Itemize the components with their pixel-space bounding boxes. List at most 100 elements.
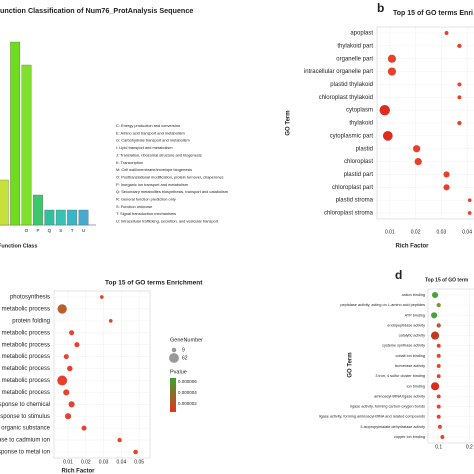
point bbox=[414, 157, 422, 166]
point bbox=[457, 82, 462, 87]
x-tick-label: U bbox=[82, 228, 85, 233]
color-tick-label: 0.000004 bbox=[178, 390, 197, 395]
legend-entry: O: Posttranslational modification, prote… bbox=[116, 174, 224, 179]
bar bbox=[33, 194, 43, 226]
color-tick-label: 0.000006 bbox=[178, 379, 197, 384]
y-tick-label: plastid part bbox=[344, 172, 374, 178]
point bbox=[63, 354, 69, 360]
point bbox=[133, 449, 138, 455]
legend-entry: P: Inorganic ion transport and metabolis… bbox=[116, 182, 188, 187]
y-tick-label: apoplast bbox=[350, 31, 373, 37]
point bbox=[436, 414, 441, 419]
x-axis-label: Function Class bbox=[0, 243, 37, 249]
y-tick-label: peptidase activity, acting on L-amino ac… bbox=[340, 303, 425, 307]
point bbox=[57, 304, 67, 314]
point bbox=[436, 343, 441, 348]
y-tick-label: thylakoid part bbox=[337, 43, 373, 49]
x-tick-label: 0.2 bbox=[466, 444, 473, 450]
x-tick-label: 0.01 bbox=[63, 459, 73, 465]
point bbox=[437, 424, 442, 429]
chart-title: Top 15 of GO terms Enrichment bbox=[105, 280, 203, 287]
legend-entry: R: General function prediction only bbox=[116, 197, 176, 202]
point bbox=[443, 184, 450, 191]
point bbox=[69, 330, 75, 336]
y-axis-label: GO Term bbox=[286, 110, 292, 135]
legend-label: 9 bbox=[182, 347, 185, 353]
point bbox=[467, 198, 472, 202]
legend-entry: C: Energy production and conversion bbox=[116, 123, 180, 128]
y-tick-label: chloroplast part bbox=[332, 185, 373, 191]
y-tick-label: copper ion binding bbox=[394, 435, 425, 439]
y-tick-label: metabolic process bbox=[2, 390, 50, 396]
point bbox=[436, 404, 441, 409]
y-tick-label: esponse to chemical bbox=[0, 402, 50, 408]
y-tick-label: cobalt ion binding bbox=[395, 354, 425, 358]
chart-title: Top 15 of GO terms Enri bbox=[393, 10, 473, 17]
point bbox=[413, 145, 421, 153]
legend-swatch bbox=[171, 347, 177, 353]
point bbox=[64, 413, 72, 420]
y-tick-label: chloroplast bbox=[344, 159, 373, 165]
y-tick-label: organelle part bbox=[336, 56, 373, 62]
bar bbox=[0, 179, 9, 226]
panel-letter: d bbox=[395, 268, 402, 282]
plot-area bbox=[53, 290, 151, 459]
bar bbox=[78, 209, 89, 226]
point bbox=[457, 120, 462, 126]
point bbox=[431, 291, 439, 299]
color-bar bbox=[170, 378, 176, 412]
x-tick-label: 0.05 bbox=[134, 459, 144, 465]
y-tick-label: metabolic process bbox=[2, 330, 50, 336]
x-tick-label: 0.04 bbox=[117, 459, 127, 465]
point bbox=[444, 31, 449, 35]
x-axis-label: Rich Factor bbox=[61, 469, 95, 474]
y-tick-label: aminoacyl-tRNA ligase activity bbox=[374, 394, 425, 398]
point bbox=[68, 401, 75, 408]
x-tick-label: 0.02 bbox=[411, 229, 421, 235]
legend-entry: S: Function unknown bbox=[116, 204, 152, 209]
y-tick-label: ase to cadmium ion bbox=[0, 438, 50, 444]
legend-entry: J: Translation, ribosomal structure and … bbox=[116, 152, 202, 157]
point bbox=[387, 67, 397, 76]
x-tick-label: 0.04 bbox=[462, 229, 472, 235]
y-tick-label: cytoplasmic part bbox=[330, 133, 374, 139]
y-tick-label: esponse to stimulus bbox=[0, 414, 50, 420]
point bbox=[431, 312, 438, 319]
point bbox=[440, 435, 445, 439]
y-tick-label: chloroplast stroma bbox=[324, 211, 374, 217]
legend-title: Pvalue bbox=[170, 369, 187, 375]
legend-swatch bbox=[169, 353, 179, 363]
x-tick-label: O bbox=[25, 228, 29, 233]
legend-entry: E: Amino acid transport and metabolism bbox=[116, 130, 185, 135]
y-tick-label: cytoplasm bbox=[346, 108, 373, 114]
x-tick-label: 0.01 bbox=[385, 229, 395, 235]
y-tick-label: cysteine synthase activity bbox=[382, 344, 425, 348]
point bbox=[436, 353, 441, 358]
point bbox=[430, 331, 440, 340]
bar bbox=[55, 209, 66, 226]
point bbox=[457, 95, 462, 100]
y-tick-label: plastid thylakoid bbox=[330, 82, 373, 88]
y-tick-label: organic substance bbox=[1, 426, 50, 432]
y-tick-label: ligase activity, forming aminoacyl-tRNA … bbox=[319, 415, 425, 419]
point bbox=[81, 425, 87, 431]
x-tick-label: P bbox=[36, 228, 39, 233]
y-tick-label: plastid bbox=[356, 146, 373, 152]
legend-entry: T: Signal transduction mechanisms bbox=[116, 211, 176, 216]
legend-entry: K: Transcription bbox=[116, 160, 143, 165]
y-tick-label: metabolic process bbox=[2, 366, 50, 372]
y-tick-label: photosynthesis bbox=[10, 295, 50, 301]
color-tick-label: 0.000002 bbox=[178, 401, 197, 406]
point bbox=[436, 374, 441, 379]
x-tick-label: 0.03 bbox=[437, 229, 447, 235]
panel-letter: b bbox=[377, 1, 384, 15]
point bbox=[467, 211, 472, 215]
x-tick-label: Q bbox=[48, 228, 52, 233]
y-tick-label: chloroplast thylakoid bbox=[319, 95, 373, 101]
point bbox=[67, 365, 73, 372]
point bbox=[443, 171, 450, 178]
x-tick-label: T bbox=[71, 228, 74, 233]
point bbox=[436, 302, 441, 308]
legend-entry: Q: Secondary metabolites biosynthesis, t… bbox=[116, 189, 228, 194]
chart-title: Top 15 of GO term bbox=[425, 277, 469, 283]
